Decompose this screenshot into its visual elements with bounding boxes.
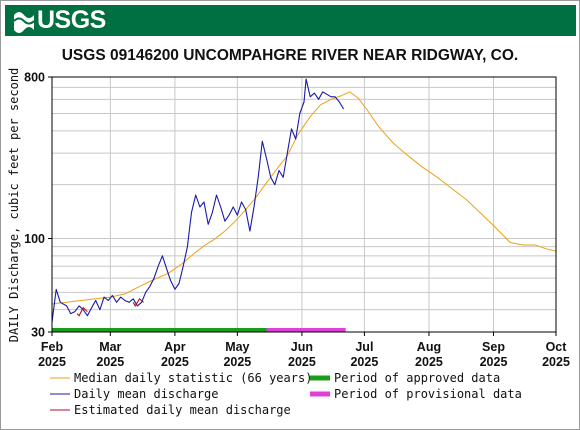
y-axis-label: DAILY Discharge, cubic feet per second [7, 68, 21, 343]
legend: Median daily statistic (66 years) Daily m… [50, 371, 522, 417]
x-tick-year-label: 2025 [288, 355, 316, 369]
chart-title: USGS 09146200 UNCOMPAHGRE RIVER NEAR RID… [62, 47, 519, 64]
x-tick-year-label: 2025 [38, 355, 66, 369]
legend-provisional-label: Period of provisional data [334, 387, 522, 401]
legend-approved-label: Period of approved data [334, 371, 500, 385]
x-tick-label: Apr [164, 340, 186, 354]
legend-estimated: Estimated daily mean discharge [50, 403, 291, 417]
y-tick-label: 30 [31, 326, 45, 340]
x-tick-label: Jul [355, 340, 373, 354]
legend-median: Median daily statistic (66 years) [50, 371, 312, 385]
x-tick-label: Mar [99, 340, 121, 354]
usgs-wave-icon [13, 12, 35, 33]
legend-approved: Period of approved data [310, 371, 500, 385]
legend-daily-mean: Daily mean discharge [50, 387, 219, 401]
usgs-logo: USGS [13, 5, 106, 36]
provisional-period-bar [266, 328, 346, 332]
median-line [51, 91, 557, 305]
estimated-line [132, 297, 144, 307]
plot-border [51, 76, 557, 333]
x-tick-label: Feb [41, 340, 64, 354]
usgs-logo-text: USGS [37, 6, 106, 34]
approved-period-bar [52, 328, 267, 332]
x-tick-year-label: 2025 [350, 355, 378, 369]
x-tick-label: Jun [291, 340, 313, 354]
y-tick-label: 100 [24, 232, 45, 246]
x-tick-year-label: 2025 [223, 355, 251, 369]
usgs-banner: USGS [5, 5, 576, 36]
legend-median-label: Median daily statistic (66 years) [74, 371, 312, 385]
period-bars [52, 328, 346, 332]
legend-daily-mean-label: Daily mean discharge [74, 387, 219, 401]
x-tick-label: Aug [417, 340, 441, 354]
x-tick-year-label: 2025 [161, 355, 189, 369]
y-tick-label: 800 [24, 71, 45, 85]
x-tick-year-label: 2025 [96, 355, 124, 369]
daily-mean-line [51, 78, 345, 323]
x-tick-year-label: 2025 [542, 355, 570, 369]
x-tick-label: May [225, 340, 249, 354]
series-layer [51, 78, 557, 323]
x-ticks: Feb2025Mar2025Apr2025May2025Jun2025Jul20… [38, 332, 570, 369]
x-tick-year-label: 2025 [415, 355, 443, 369]
estimated-line [76, 306, 88, 317]
x-tick-label: Sep [482, 340, 505, 354]
y-ticks: 30 100 800 [24, 71, 52, 340]
grid [52, 77, 556, 332]
legend-provisional: Period of provisional data [310, 387, 522, 401]
legend-estimated-label: Estimated daily mean discharge [74, 403, 291, 417]
x-tick-year-label: 2025 [480, 355, 508, 369]
x-tick-label: Oct [546, 340, 568, 354]
